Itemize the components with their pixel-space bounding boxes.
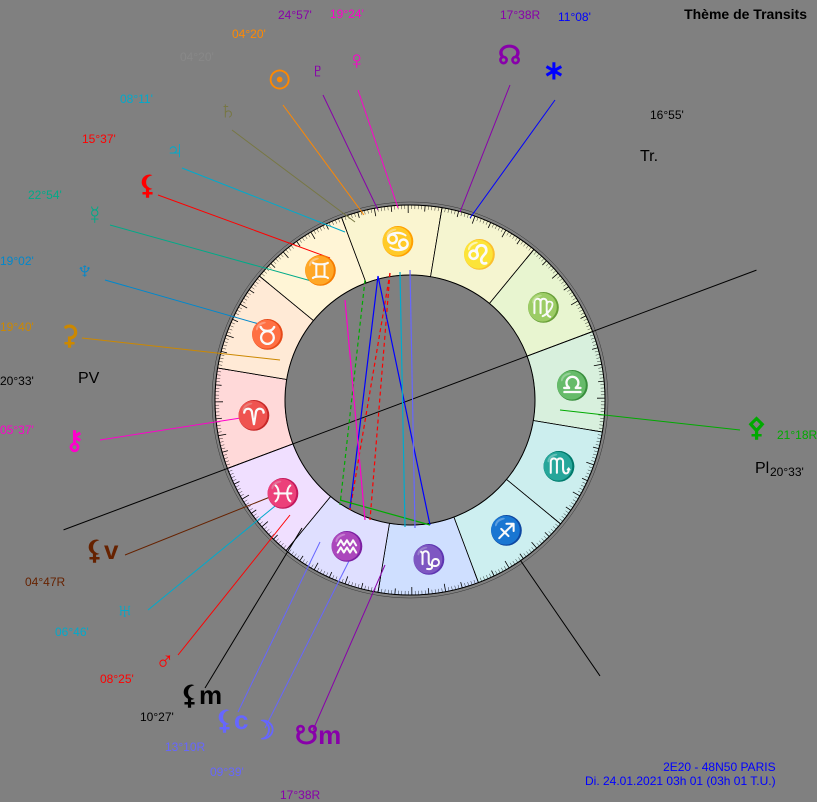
saturn-degree: 04°20' [180,50,214,64]
footer-line1: 2E20 - 48N50 PARIS [585,760,776,774]
pluto-icon: ♇ [308,55,328,86]
zodiac-libra-icon: ♎ [555,369,590,402]
pallas-degree: 15°37' [82,132,116,146]
zodiac-sagittarius-icon: ♐ [489,514,524,547]
lilith-v-icon: ⚸v [85,535,119,566]
asc-deg-degree: 20°33' [0,374,34,388]
zodiac-pisces-icon: ♓ [266,477,301,510]
mars-icon: ♂ [155,645,175,676]
mercury-degree: 22°54' [28,188,62,202]
vesta-icon: ⚴ [747,412,766,443]
chiron-degree: 05°37' [0,423,34,437]
sun-degree: 04°20' [232,27,266,41]
lilith-m-degree: 10°27' [140,710,174,724]
ceres-degree: 19°40' [0,320,34,334]
venus-degree: 19°24' [330,7,364,21]
lilith-c-degree: 13°10R [165,740,205,754]
footer: 2E20 - 48N50 PARIS Di. 24.01.2021 03h 01… [585,760,776,788]
moon-icon: ☽ [252,715,275,746]
jupiter-degree: 08°11' [120,92,153,106]
moon-degree: 09°39' [210,765,244,779]
south-node-icon: ☋m [295,720,341,751]
transit-chart: Thème de Transits ♈ ♉ ♊ ♋ ♌ ♍ ♎ ♏ ♐ ♑ ♒ ♓ ☉ 04°20' ♄ 04… [0,0,817,802]
zodiac-aries-icon: ♈ [237,399,272,432]
lilith-v-degree: 04°47R [25,575,65,589]
south-node-degree: 17°38R [280,788,320,802]
zodiac-virgo-icon: ♍ [526,291,561,324]
chart-title: Thème de Transits [684,6,807,22]
north-node-icon: ☊ [498,40,521,71]
juno-icon: ∗ [543,55,565,86]
sun-icon: ☉ [268,65,291,96]
ceres-icon: ⚳ [60,320,79,351]
neptune-degree: 19°02' [0,254,34,268]
saturn-icon: ♄ [218,95,238,126]
zodiac-leo-icon: ♌ [462,238,497,271]
zodiac-cancer-icon: ♋ [381,225,416,258]
mars-degree: 08°25' [100,672,134,686]
pl-label: Pl [755,460,769,478]
chiron-icon: ⚷ [65,425,84,456]
uranus-degree: 06°46' [55,625,89,639]
footer-line2: Di. 24.01.2021 03h 01 (03h 01 T.U.) [585,774,776,788]
vesta-degree: 21°18R [777,428,817,442]
venus-icon: ♀ [347,45,367,76]
zodiac-aquarius-icon: ♒ [330,530,365,563]
neptune-icon: ♆ [75,255,95,286]
zodiac-capricorn-icon: ♑ [411,543,446,576]
tr-label: Tr. [640,148,658,166]
zodiac-scorpio-icon: ♏ [542,450,577,483]
jupiter-icon: ♃ [165,135,185,166]
mc-deg-degree: 16°55' [650,108,684,122]
mercury-icon: ☿ [85,200,105,231]
zodiac-gemini-icon: ♊ [303,254,338,287]
pv-label: PV [78,370,99,388]
north-node-degree: 17°38R [500,8,540,22]
pallas-icon: ⚸ [138,170,157,201]
uranus-icon: ♅ [115,595,135,626]
lilith-c-icon: ⚸c [215,705,249,736]
zodiac-taurus-icon: ♉ [250,318,285,351]
dsc-deg-degree: 20°33' [770,465,804,479]
juno-degree: 11°08' [558,10,591,24]
pluto-degree: 24°57' [278,8,312,22]
